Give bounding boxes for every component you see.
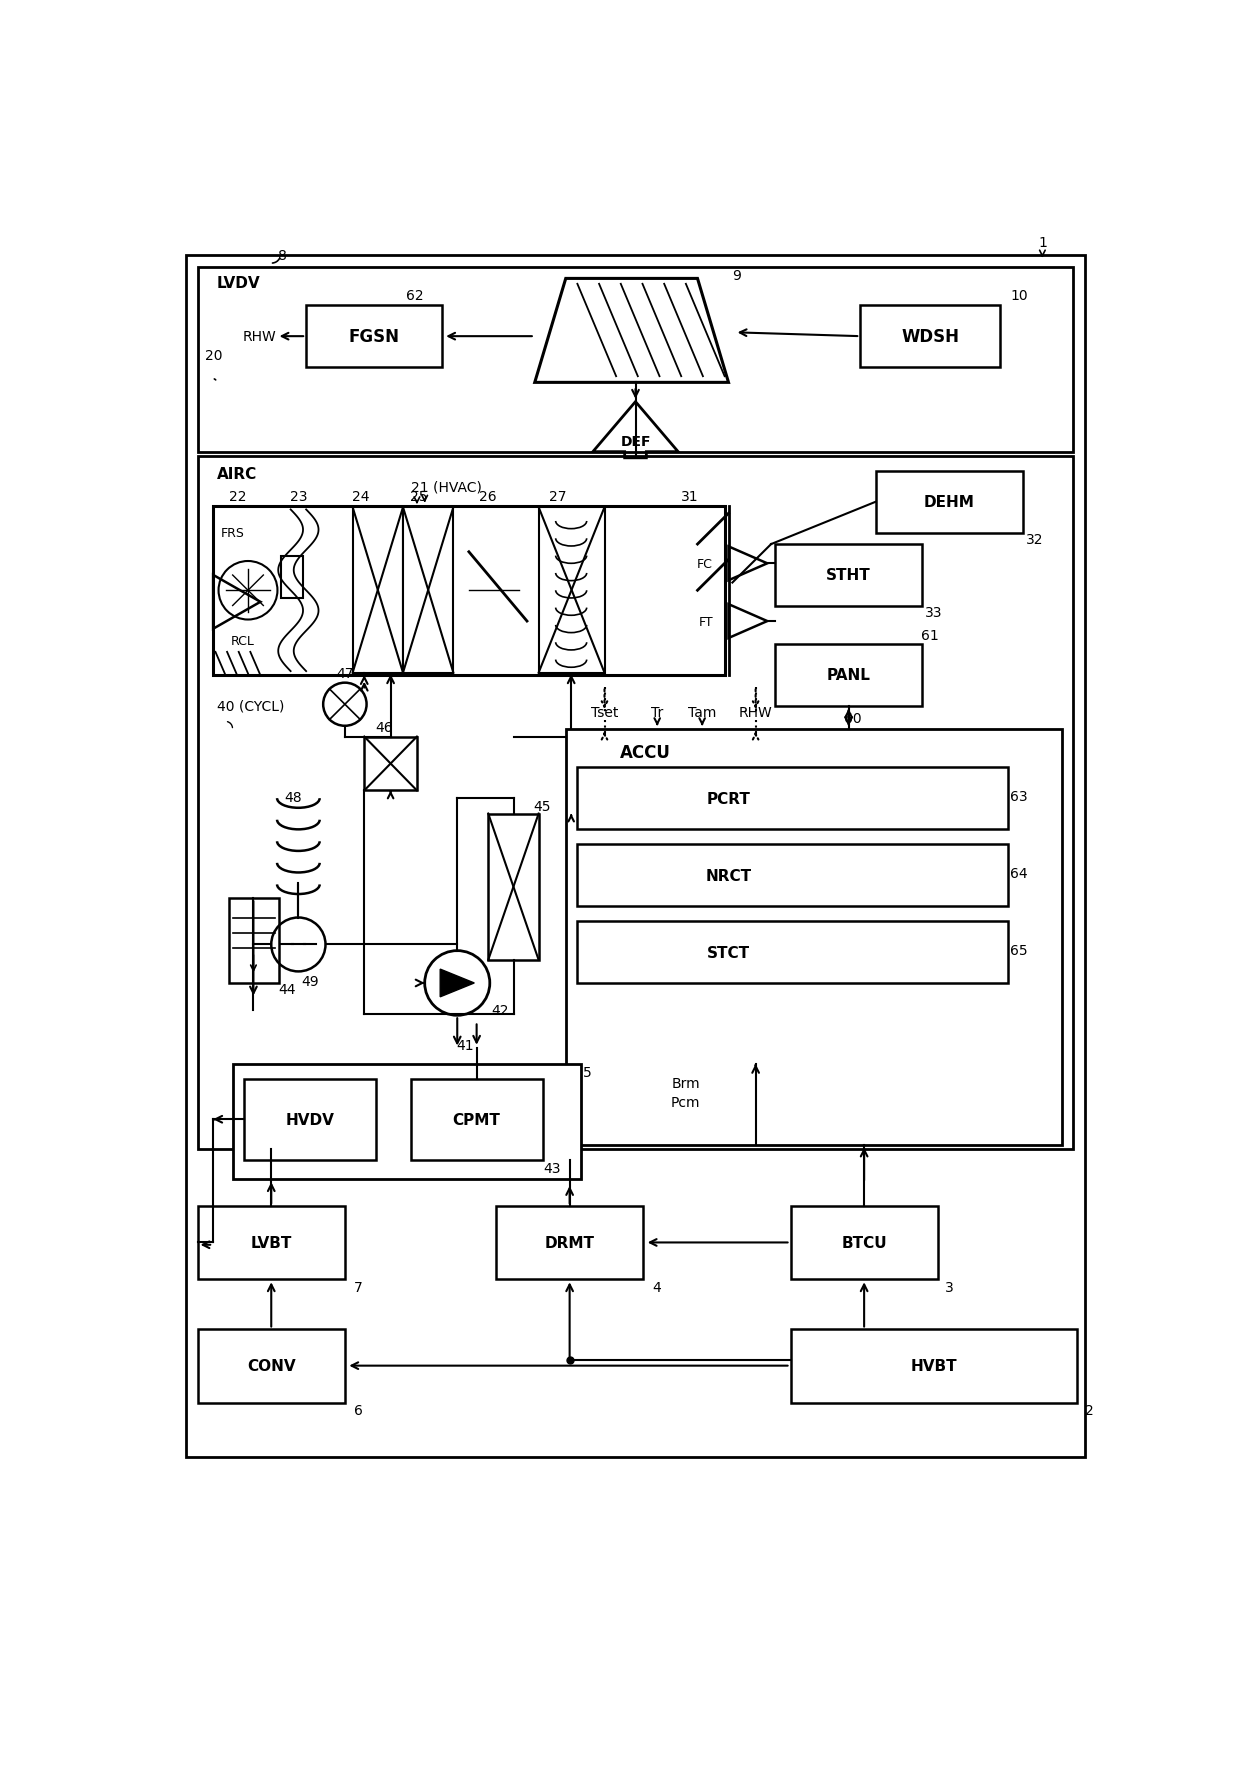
Text: PCRT: PCRT — [707, 791, 750, 805]
Text: LVDV: LVDV — [217, 276, 260, 290]
Text: 24: 24 — [352, 490, 370, 503]
Text: LVBT: LVBT — [250, 1235, 291, 1251]
Text: NRCT: NRCT — [706, 868, 751, 884]
Bar — [489, 814, 538, 960]
Text: 65: 65 — [1011, 943, 1028, 957]
Bar — [197, 1206, 345, 1279]
Text: AIRC: AIRC — [217, 467, 257, 481]
Bar — [565, 729, 1061, 1146]
Text: 9: 9 — [732, 269, 740, 282]
Bar — [538, 508, 605, 674]
Bar — [228, 898, 279, 984]
Text: 61: 61 — [921, 629, 939, 643]
Text: 20: 20 — [206, 349, 223, 364]
Bar — [197, 267, 1074, 453]
Text: 63: 63 — [1011, 789, 1028, 804]
Text: 45: 45 — [533, 800, 552, 813]
Text: 26: 26 — [480, 490, 497, 503]
Text: ACCU: ACCU — [620, 743, 671, 761]
Text: DEHM: DEHM — [924, 495, 975, 510]
Bar — [197, 1329, 345, 1402]
Text: RHW: RHW — [243, 330, 277, 344]
Text: 22: 22 — [229, 490, 247, 503]
Text: PANL: PANL — [827, 668, 870, 683]
Text: RHW: RHW — [739, 706, 773, 720]
Text: RCL: RCL — [231, 634, 255, 647]
Text: 23: 23 — [290, 490, 308, 503]
Text: 25: 25 — [409, 490, 428, 503]
Text: DRMT: DRMT — [544, 1235, 595, 1251]
Text: 48: 48 — [285, 789, 303, 804]
Text: DEF: DEF — [620, 435, 651, 449]
Text: HVDV: HVDV — [285, 1112, 335, 1128]
Text: Brm: Brm — [672, 1076, 701, 1091]
Text: 4: 4 — [652, 1281, 661, 1294]
Bar — [281, 556, 303, 599]
Text: WDSH: WDSH — [901, 328, 959, 346]
Bar — [775, 545, 923, 606]
Text: 49: 49 — [301, 975, 319, 989]
Text: 3: 3 — [945, 1281, 954, 1294]
Text: 41: 41 — [456, 1037, 474, 1051]
Text: 2: 2 — [1085, 1404, 1094, 1417]
Text: FC: FC — [697, 558, 713, 570]
Bar — [775, 645, 923, 706]
Bar — [365, 738, 417, 791]
Text: BTCU: BTCU — [841, 1235, 887, 1251]
Bar — [578, 845, 1007, 907]
Bar — [233, 1064, 582, 1180]
Text: STCT: STCT — [707, 944, 750, 960]
Text: FRS: FRS — [221, 527, 244, 540]
Bar — [186, 257, 1085, 1456]
Text: CONV: CONV — [247, 1358, 295, 1374]
Text: 27: 27 — [549, 490, 567, 503]
Text: STHT: STHT — [826, 568, 870, 583]
Bar — [791, 1329, 1078, 1402]
Text: FT: FT — [698, 615, 713, 629]
Text: 21 (HVAC): 21 (HVAC) — [410, 479, 481, 494]
Bar — [578, 768, 1007, 829]
Bar — [791, 1206, 937, 1279]
Text: 40 (CYCL): 40 (CYCL) — [217, 699, 284, 713]
Text: Tr: Tr — [651, 706, 663, 720]
Text: 31: 31 — [681, 490, 698, 503]
Text: Pcm: Pcm — [671, 1096, 701, 1110]
Text: 33: 33 — [925, 606, 942, 620]
Bar — [197, 456, 1074, 1149]
Bar — [410, 1080, 543, 1160]
Text: 10: 10 — [1011, 289, 1028, 303]
Bar — [352, 508, 403, 674]
Text: 1: 1 — [1038, 235, 1047, 249]
Text: HVBT: HVBT — [910, 1358, 957, 1374]
Bar — [403, 508, 454, 674]
Bar — [244, 1080, 376, 1160]
Text: 46: 46 — [374, 722, 392, 734]
Text: 47: 47 — [336, 666, 353, 681]
Text: 43: 43 — [543, 1162, 560, 1174]
Bar — [578, 921, 1007, 984]
Text: 62: 62 — [405, 289, 423, 303]
Text: Tset: Tset — [590, 706, 619, 720]
Text: 32: 32 — [1025, 533, 1043, 547]
Bar — [213, 506, 724, 675]
Text: 5: 5 — [583, 1066, 591, 1078]
Text: 64: 64 — [1011, 866, 1028, 880]
Text: 7: 7 — [353, 1281, 362, 1294]
Text: 6: 6 — [353, 1404, 362, 1417]
Text: 42: 42 — [491, 1003, 508, 1018]
Bar — [496, 1206, 644, 1279]
Bar — [306, 307, 441, 367]
Text: FGSN: FGSN — [348, 328, 399, 346]
Text: 60: 60 — [843, 711, 862, 725]
Polygon shape — [440, 969, 474, 998]
Bar — [861, 307, 999, 367]
Bar — [875, 472, 1023, 533]
Text: 44: 44 — [278, 982, 295, 996]
Text: CPMT: CPMT — [453, 1112, 501, 1128]
Text: Tam: Tam — [688, 706, 717, 720]
Text: 8: 8 — [279, 249, 288, 264]
